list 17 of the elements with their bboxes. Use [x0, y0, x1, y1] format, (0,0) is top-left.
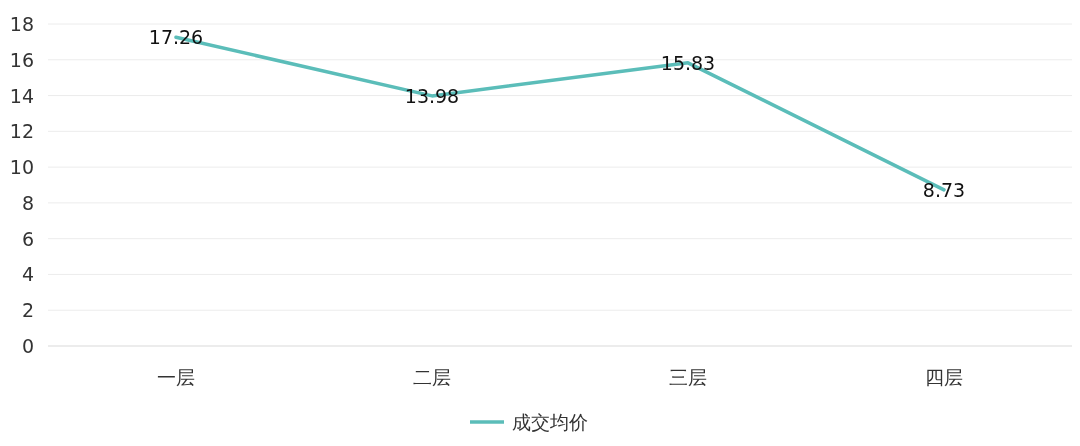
- x-tick-label: 三层: [669, 366, 707, 388]
- y-tick-label: 8: [21, 191, 34, 214]
- y-tick-label: 18: [9, 13, 34, 35]
- x-tick-label: 四层: [925, 366, 963, 388]
- y-tick-label: 6: [21, 227, 34, 250]
- y-tick-label: 10: [9, 156, 34, 179]
- y-tick-label: 14: [9, 84, 34, 107]
- y-tick-label: 12: [9, 120, 34, 143]
- y-tick-label: 0: [21, 335, 34, 357]
- legend-label: 成交均价: [512, 411, 588, 433]
- x-tick-label: 二层: [413, 366, 451, 388]
- data-label: 17.26: [148, 26, 204, 49]
- data-label: 8.73: [922, 178, 966, 201]
- x-tick-label: 一层: [157, 366, 195, 388]
- y-tick-label: 4: [21, 263, 34, 286]
- y-tick-label: 2: [21, 299, 34, 322]
- y-tick-label: 16: [9, 48, 34, 71]
